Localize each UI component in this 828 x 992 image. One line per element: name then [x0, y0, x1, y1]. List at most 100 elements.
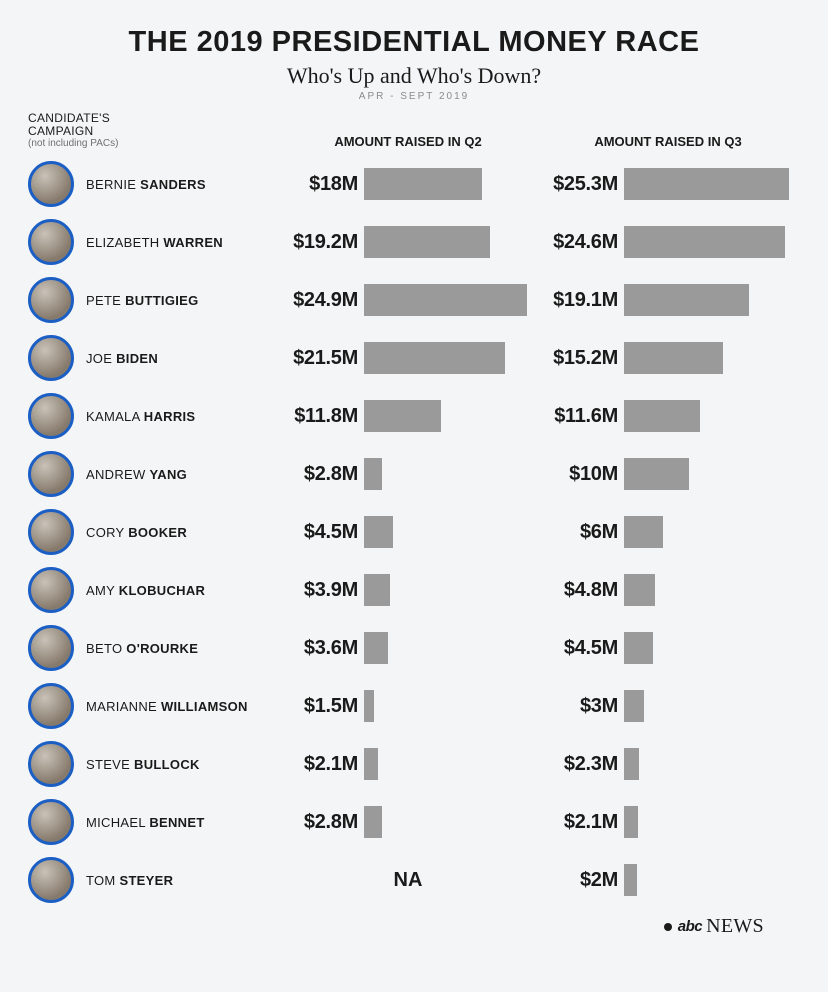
- avatar: [28, 509, 74, 555]
- q3-amount-label: $2M: [538, 869, 624, 892]
- candidate-first-name: MICHAEL: [86, 815, 149, 830]
- q3-cell: $4.5M: [538, 619, 798, 677]
- q3-header: AMOUNT RAISED IN Q3: [538, 134, 798, 149]
- avatar: [28, 393, 74, 439]
- q3-bar: [624, 574, 655, 606]
- candidate-cell: ANDREW YANG: [28, 451, 278, 497]
- candidate-last-name: YANG: [150, 467, 188, 482]
- avatar: [28, 567, 74, 613]
- q3-bar-area: [624, 632, 798, 664]
- q2-bar-area: [364, 690, 538, 722]
- candidate-first-name: AMY: [86, 583, 119, 598]
- candidate-last-name: BULLOCK: [134, 757, 200, 772]
- avatar: [28, 161, 74, 207]
- q3-bar-area: [624, 458, 798, 490]
- rows-container: BERNIE SANDERS $18M $25.3M ELIZABETH WARREN…: [28, 155, 800, 909]
- q3-amount-label: $10M: [538, 463, 624, 486]
- q3-bar-area: [624, 168, 798, 200]
- candidate-cell: CORY BOOKER: [28, 509, 278, 555]
- candidate-name: BERNIE SANDERS: [86, 177, 206, 192]
- q2-bar-area: [364, 458, 538, 490]
- q2-amount-label: $11.8M: [278, 405, 364, 428]
- q3-amount-label: $19.1M: [538, 289, 624, 312]
- candidate-last-name: HARRIS: [144, 409, 196, 424]
- q2-amount-label: $18M: [278, 173, 364, 196]
- q2-header: AMOUNT RAISED IN Q2: [278, 134, 538, 149]
- q2-bar-area: [364, 806, 538, 838]
- q3-bar: [624, 226, 785, 258]
- q3-amount-label: $24.6M: [538, 231, 624, 254]
- q2-bar: [364, 226, 490, 258]
- source-credit: abc NEWS: [28, 909, 800, 938]
- q3-cell: $19.1M: [538, 271, 798, 329]
- q2-bar: [364, 400, 441, 432]
- page-title: THE 2019 PRESIDENTIAL MONEY RACE: [28, 26, 800, 59]
- candidate-first-name: ANDREW: [86, 467, 150, 482]
- q3-bar-area: [624, 806, 798, 838]
- candidate-last-name: BIDEN: [116, 351, 158, 366]
- q2-cell: $21.5M: [278, 329, 538, 387]
- q3-bar: [624, 806, 638, 838]
- q2-cell: $4.5M: [278, 503, 538, 561]
- candidate-name: ANDREW YANG: [86, 467, 187, 482]
- q3-amount-label: $6M: [538, 521, 624, 544]
- q3-bar-area: [624, 342, 798, 374]
- q2-cell: $2.8M: [278, 793, 538, 851]
- q3-amount-label: $25.3M: [538, 173, 624, 196]
- q3-cell: $10M: [538, 445, 798, 503]
- candidate-name: JOE BIDEN: [86, 351, 158, 366]
- q3-cell: $2.3M: [538, 735, 798, 793]
- source-prefix: abc: [678, 918, 702, 935]
- candidate-last-name: BUTTIGIEG: [125, 293, 198, 308]
- q2-bar-area: [364, 226, 538, 258]
- candidate-last-name: BOOKER: [128, 525, 187, 540]
- q3-bar-area: [624, 400, 798, 432]
- q3-bar-area: [624, 516, 798, 548]
- q2-bar: [364, 748, 378, 780]
- table-row: PETE BUTTIGIEG$24.9M$19.1M: [28, 271, 800, 329]
- q2-bar-area: [364, 284, 538, 316]
- candidate-cell: KAMALA HARRIS: [28, 393, 278, 439]
- candidate-first-name: CORY: [86, 525, 128, 540]
- chart-content: CANDIDATE'S CAMPAIGN (not including PACs…: [28, 112, 800, 909]
- q2-bar-area: [364, 516, 538, 548]
- q3-amount-label: $3M: [538, 695, 624, 718]
- candidate-first-name: BERNIE: [86, 177, 140, 192]
- candidate-column-header: CANDIDATE'S CAMPAIGN (not including PACs…: [28, 112, 278, 149]
- avatar: [28, 219, 74, 265]
- infographic-page: THE 2019 PRESIDENTIAL MONEY RACE Who's U…: [0, 0, 828, 948]
- q2-amount-label: $3.9M: [278, 579, 364, 602]
- candidate-last-name: WARREN: [163, 235, 223, 250]
- q3-bar-area: [624, 748, 798, 780]
- q2-bar-area: [364, 400, 538, 432]
- q3-bar: [624, 458, 689, 490]
- candidate-name: KAMALA HARRIS: [86, 409, 195, 424]
- table-row: STEVE BULLOCK$2.1M$2.3M: [28, 735, 800, 793]
- candidate-cell: MARIANNE WILLIAMSON: [28, 683, 278, 729]
- candidate-first-name: ELIZABETH: [86, 235, 163, 250]
- q2-bar-area: [364, 748, 538, 780]
- candidate-first-name: JOE: [86, 351, 116, 366]
- q2-amount-label: $19.2M: [278, 231, 364, 254]
- q2-amount-label: $2.8M: [278, 463, 364, 486]
- q3-cell: $11.6M: [538, 387, 798, 445]
- q3-amount-label: $2.1M: [538, 811, 624, 834]
- q2-bar: [364, 516, 393, 548]
- q3-bar-area: [624, 690, 798, 722]
- q2-na-label: NA: [278, 869, 538, 892]
- avatar: [28, 451, 74, 497]
- column-headers: CANDIDATE'S CAMPAIGN (not including PACs…: [28, 112, 800, 155]
- q2-bar: [364, 284, 527, 316]
- page-subtitle: Who's Up and Who's Down?: [28, 63, 800, 89]
- q2-cell: $3.6M: [278, 619, 538, 677]
- q3-cell: $15.2M: [538, 329, 798, 387]
- q2-bar-area: [364, 632, 538, 664]
- candidate-cell: ELIZABETH WARREN: [28, 219, 278, 265]
- q3-bar: [624, 690, 644, 722]
- q2-cell: $24.9M: [278, 271, 538, 329]
- candidate-last-name: KLOBUCHAR: [119, 583, 205, 598]
- candidate-name: MICHAEL BENNET: [86, 815, 205, 830]
- logo-dot-icon: [664, 923, 672, 931]
- q3-bar: [624, 284, 749, 316]
- candidate-header-sub: (not including PACs): [28, 138, 278, 149]
